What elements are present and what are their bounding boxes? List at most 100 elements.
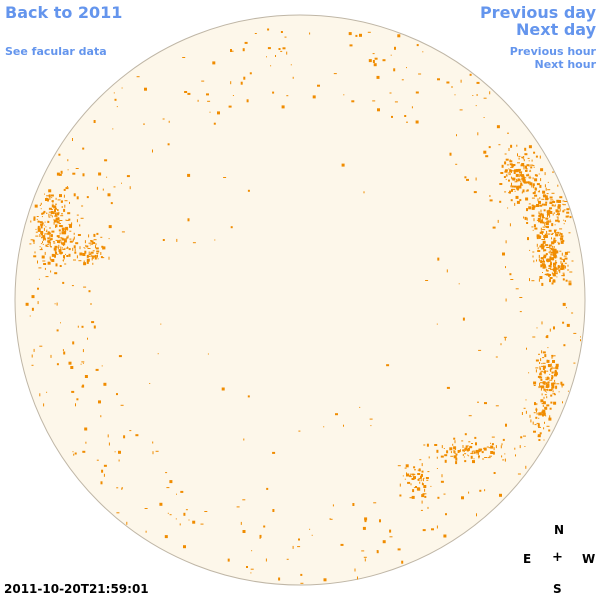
facula-speck xyxy=(493,447,495,451)
facula-speck xyxy=(543,250,545,252)
facula-speck xyxy=(528,177,531,179)
facula-speck xyxy=(561,252,563,256)
facula-speck xyxy=(510,166,514,168)
facula-speck xyxy=(82,362,84,364)
facula-speck xyxy=(532,336,536,338)
facula-speck xyxy=(116,106,118,108)
facula-speck xyxy=(63,194,65,198)
facula-speck xyxy=(329,518,331,520)
facula-speck xyxy=(546,193,549,195)
facula-speck xyxy=(543,427,545,430)
facula-speck xyxy=(47,231,50,234)
facula-speck xyxy=(69,230,72,232)
previous-day-link[interactable]: Previous day xyxy=(479,3,596,22)
next-day-link[interactable]: Next day xyxy=(516,20,596,39)
facula-speck xyxy=(516,187,519,191)
facula-speck xyxy=(543,254,547,257)
facula-speck xyxy=(50,270,52,273)
facula-speck xyxy=(60,237,62,239)
facula-speck xyxy=(511,188,513,192)
facula-speck xyxy=(488,447,492,449)
facula-speck xyxy=(455,163,458,165)
facula-speck xyxy=(58,220,60,224)
facula-speck xyxy=(546,259,548,262)
facula-speck xyxy=(37,287,39,290)
facula-speck xyxy=(543,396,545,399)
facula-speck xyxy=(535,416,538,419)
facula-speck xyxy=(436,456,438,459)
facula-speck xyxy=(551,249,554,251)
facula-speck xyxy=(42,241,43,244)
back-to-year-link[interactable]: Back to 2011 xyxy=(5,3,123,22)
facula-speck xyxy=(418,477,422,479)
facula-speck xyxy=(541,239,545,240)
facula-speck xyxy=(58,249,62,253)
facula-speck xyxy=(462,317,465,321)
facula-speck xyxy=(531,197,535,199)
facula-speck xyxy=(192,520,196,524)
facula-speck xyxy=(47,237,50,240)
facula-speck xyxy=(76,214,79,216)
facula-speck xyxy=(550,247,553,249)
facula-speck xyxy=(90,240,94,243)
next-hour-link[interactable]: Next hour xyxy=(534,58,597,71)
facula-speck xyxy=(551,282,554,285)
facula-speck xyxy=(97,258,99,260)
facula-speck xyxy=(390,54,392,56)
facula-speck xyxy=(527,237,529,241)
facula-speck xyxy=(50,238,53,241)
facula-speck xyxy=(549,207,552,210)
facula-speck xyxy=(65,187,69,190)
facula-speck xyxy=(246,99,249,103)
facula-speck xyxy=(436,449,439,453)
facula-speck xyxy=(540,370,544,372)
facula-speck xyxy=(546,383,547,384)
facula-speck xyxy=(468,455,470,457)
facula-speck xyxy=(67,246,68,248)
facula-speck xyxy=(500,343,502,346)
facula-speck xyxy=(530,419,532,423)
facula-speck xyxy=(47,243,50,245)
facula-speck xyxy=(542,243,545,245)
facula-speck xyxy=(499,493,502,497)
facula-speck xyxy=(563,344,566,347)
facula-speck xyxy=(504,191,507,193)
facula-speck xyxy=(549,256,551,259)
facula-speck xyxy=(538,254,540,258)
facula-speck xyxy=(379,519,381,523)
facula-speck xyxy=(573,362,576,364)
facula-speck xyxy=(552,390,554,393)
facula-speck xyxy=(542,371,544,373)
facula-speck xyxy=(369,418,373,420)
facula-speck xyxy=(31,364,34,366)
facula-speck xyxy=(506,164,509,166)
facula-speck xyxy=(40,225,43,229)
facula-speck xyxy=(93,120,96,123)
facula-speck xyxy=(436,468,438,469)
previous-hour-link[interactable]: Previous hour xyxy=(509,45,596,58)
facula-speck xyxy=(192,242,196,244)
facula-speck xyxy=(525,197,529,201)
facula-speck xyxy=(180,490,184,493)
facula-speck xyxy=(459,450,461,452)
compass-north-label: N xyxy=(554,523,565,537)
facula-speck xyxy=(88,254,91,256)
facula-speck xyxy=(323,426,325,428)
see-facular-data-link[interactable]: See facular data xyxy=(5,45,107,58)
facula-speck xyxy=(443,493,446,495)
facula-speck xyxy=(68,248,71,251)
facula-speck xyxy=(501,443,503,446)
facula-speck xyxy=(377,108,380,112)
facula-speck xyxy=(555,366,559,370)
facula-speck xyxy=(547,181,549,183)
facula-speck xyxy=(143,123,145,125)
facula-speck xyxy=(62,248,65,250)
facula-speck xyxy=(421,483,424,486)
facula-speck xyxy=(185,509,188,511)
facula-speck xyxy=(54,215,58,217)
facula-speck xyxy=(317,84,320,87)
facula-speck xyxy=(558,200,562,203)
facula-speck xyxy=(548,244,552,247)
facula-speck xyxy=(515,170,519,173)
facula-speck xyxy=(541,410,545,414)
